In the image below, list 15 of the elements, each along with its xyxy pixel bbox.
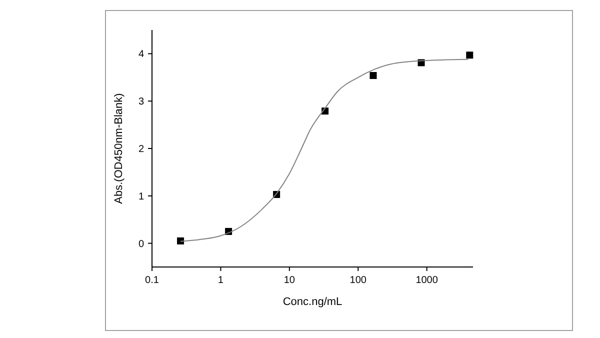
y-tick-label: 1 — [138, 191, 144, 202]
x-tick-label: 0.1 — [145, 275, 160, 286]
x-tick-label: 1 — [218, 275, 224, 286]
point — [466, 52, 474, 59]
y-tick-label: 2 — [138, 144, 144, 155]
x-axis-title: Conc.ng/mL — [282, 296, 342, 308]
y-tick-label: 3 — [138, 96, 144, 108]
y-axis-title: Abs.(OD450nm-Blank) — [113, 93, 125, 204]
point — [370, 72, 377, 80]
y-tick-label: 4 — [138, 49, 144, 60]
point — [177, 237, 184, 244]
x-tick-label: 1000 — [416, 275, 438, 286]
x-tick-label: 100 — [350, 275, 367, 286]
x-tick-label: 10 — [284, 275, 296, 286]
y-tick-label: 0 — [138, 238, 144, 250]
